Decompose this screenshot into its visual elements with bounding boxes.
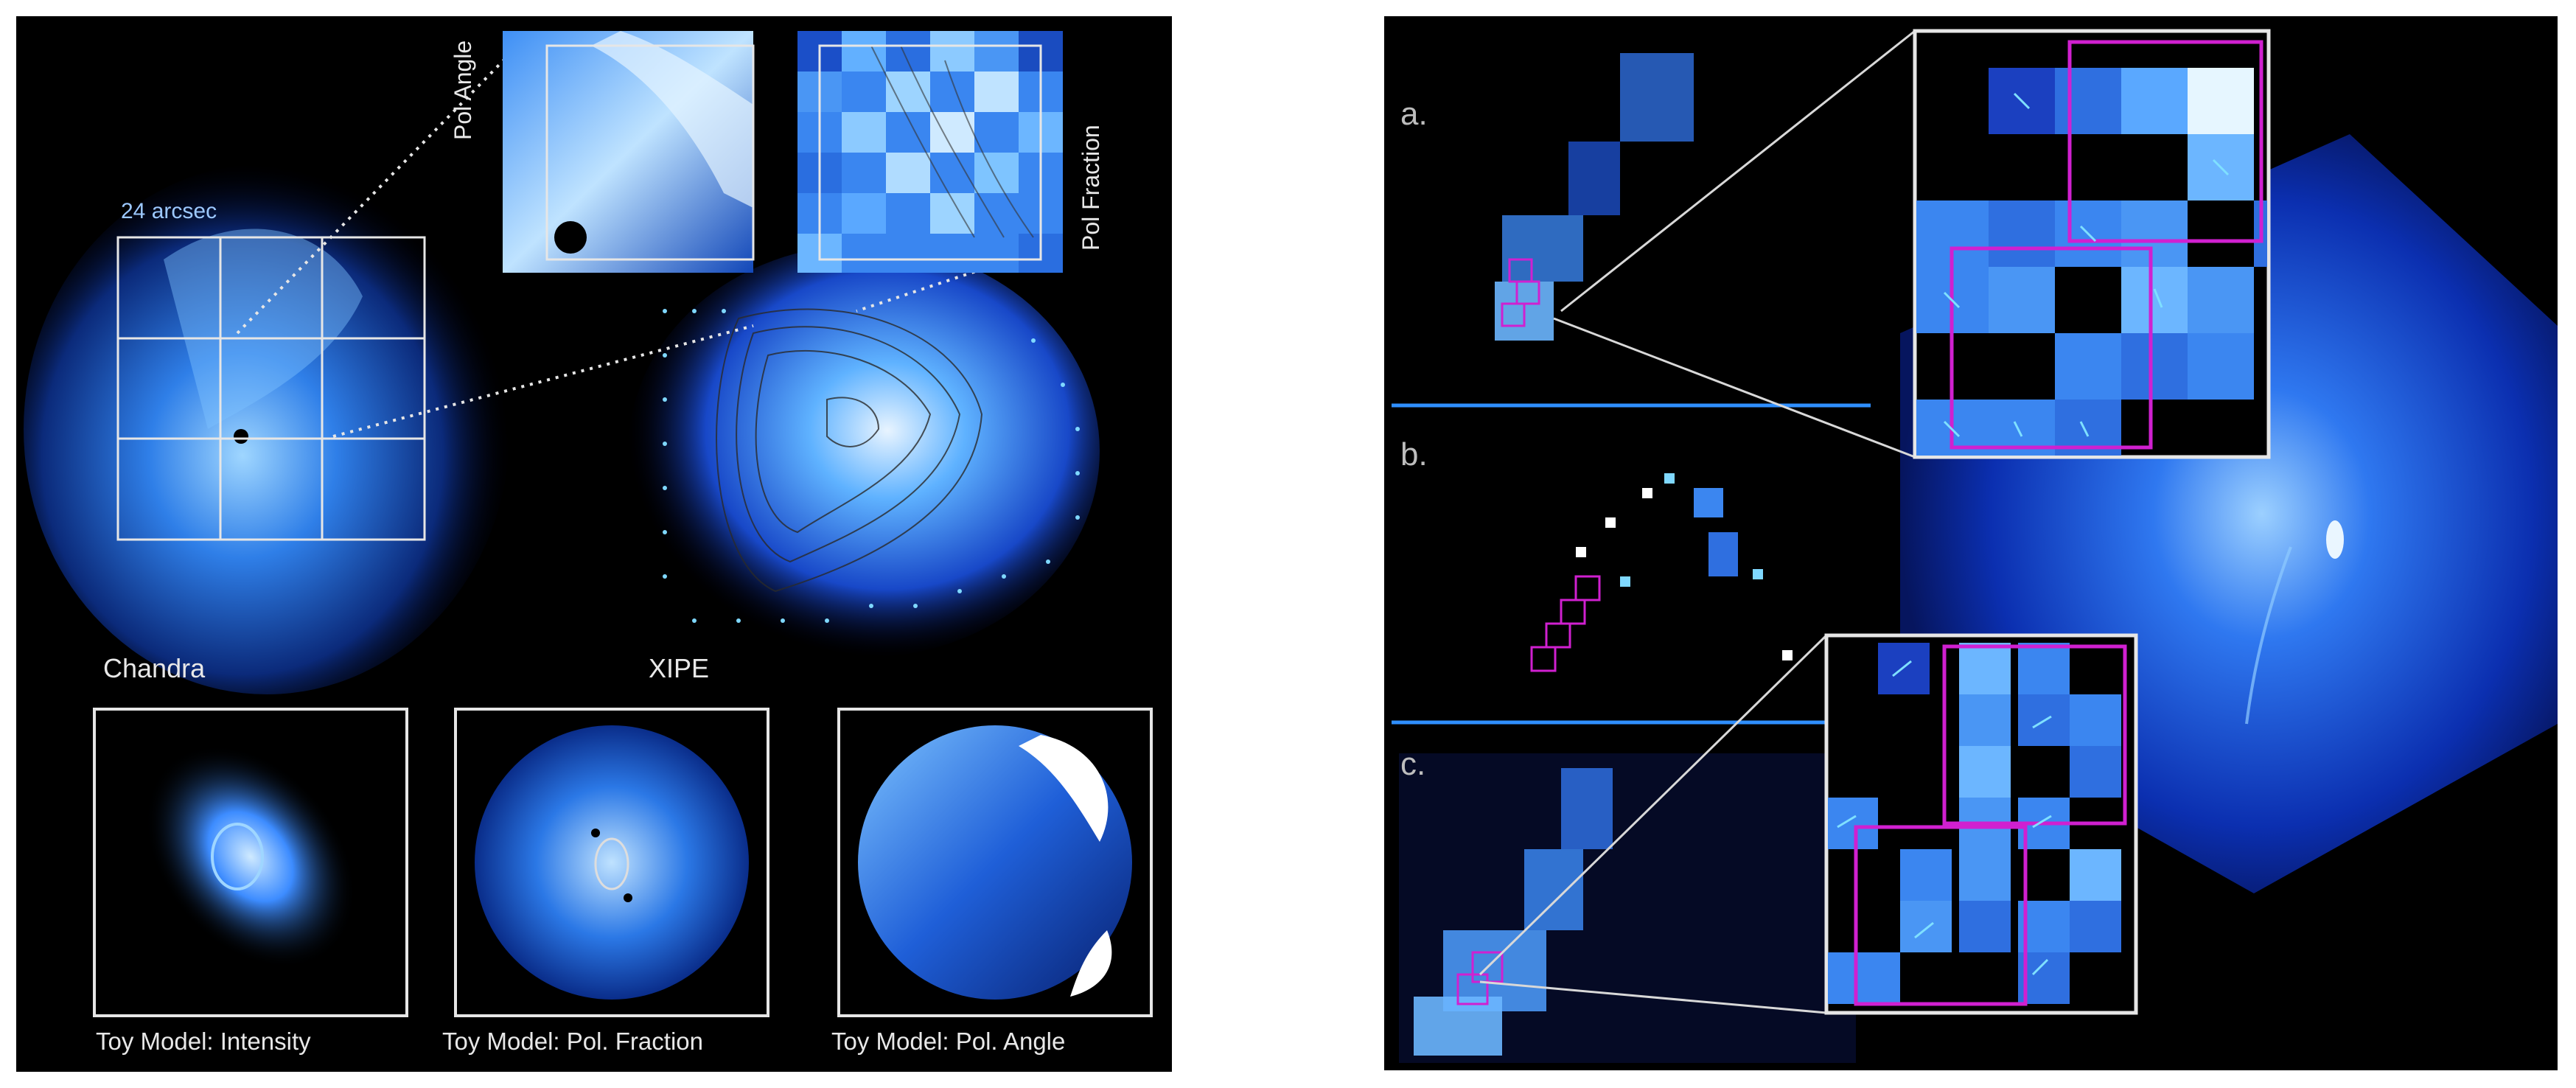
row-label-b: b.: [1400, 436, 1428, 472]
left-figure-panel: 24 arcsec Pol Angle Pol Fraction Chandra…: [16, 16, 1172, 1072]
xipe-contours: [716, 308, 983, 593]
toy-model-intensity: [93, 708, 408, 1017]
left-figure-graphic: [24, 29, 1153, 1017]
pol-angle-label: Pol Angle: [450, 40, 476, 140]
chandra-nebula: [24, 164, 510, 694]
right-figure-panel: a. b. c.: [1384, 16, 2558, 1070]
pol-fraction-inset: [797, 31, 1063, 273]
row-a-pixel-map: [1495, 53, 1694, 341]
pulsar-marker: [234, 429, 248, 444]
inset-connector-lines: [1479, 29, 1916, 1014]
toy-model-pol-angle: [837, 708, 1153, 1017]
toy-model-caption-pol-fraction: Toy Model: Pol. Fraction: [442, 1028, 703, 1055]
pulsar-core: [2326, 520, 2344, 559]
row-label-c: c.: [1400, 746, 1426, 782]
toy-model-caption-intensity: Toy Model: Intensity: [96, 1028, 311, 1055]
pol-fraction-label: Pol Fraction: [1078, 125, 1104, 251]
toy-model-caption-pol-angle: Toy Model: Pol. Angle: [831, 1028, 1066, 1055]
zoom-connector-lines: [236, 29, 1034, 438]
row-label-a: a.: [1400, 96, 1428, 132]
xipe-map: [628, 245, 1100, 658]
row-c-pixel-map: [1399, 753, 1856, 1063]
inset-a-zoom: [1913, 29, 2271, 459]
row-b-pixel-map: [1530, 473, 1793, 672]
chandra-label: Chandra: [103, 653, 206, 683]
chandra-grid: [116, 236, 426, 541]
toy-model-pol-fraction: [454, 708, 769, 1017]
scale-label: 24 arcsec: [121, 199, 217, 223]
xipe-label: XIPE: [649, 653, 710, 683]
inset-c-zoom: [1824, 633, 2138, 1015]
xipe-dot-grid: [663, 309, 1080, 623]
right-figure-graphic: [1392, 29, 2558, 1063]
